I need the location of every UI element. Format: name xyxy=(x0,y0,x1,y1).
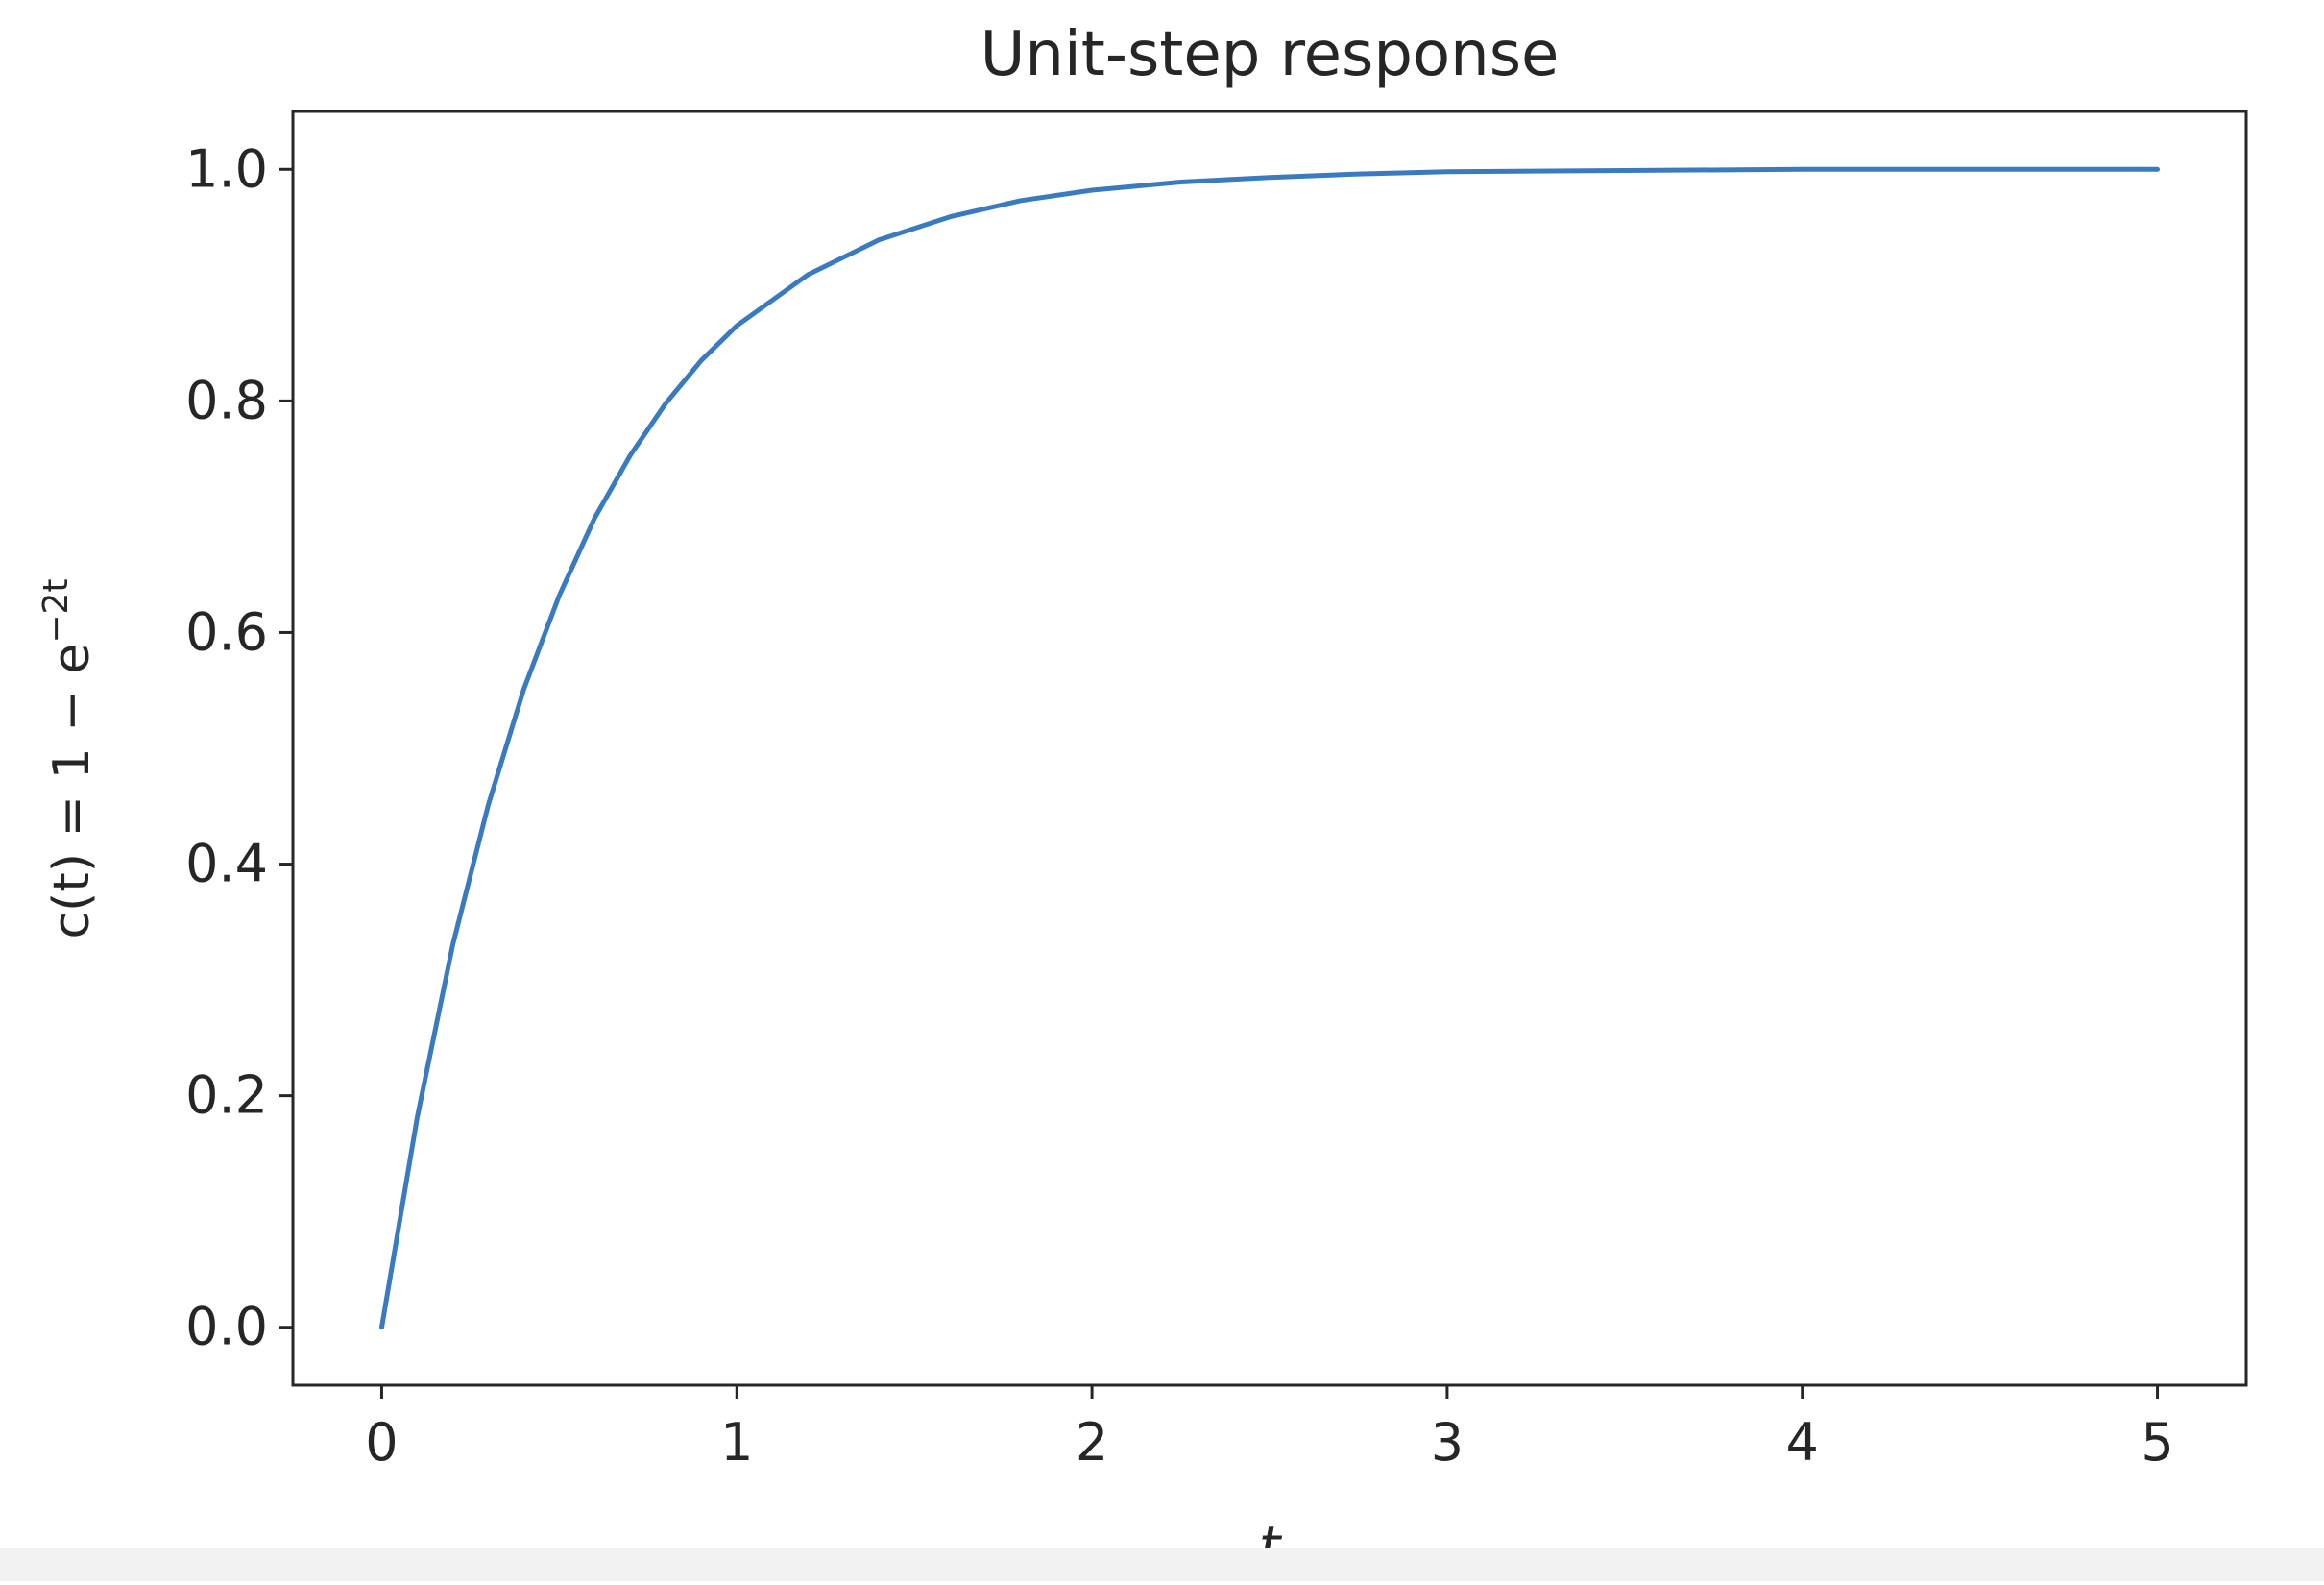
y-axis-label-superscript: −2t xyxy=(36,578,76,643)
y-tick-label: 0.4 xyxy=(185,834,268,894)
x-tick-label: 4 xyxy=(1786,1412,1819,1473)
x-tick-label: 2 xyxy=(1076,1412,1108,1473)
y-axis-label: c(t) = 1 − e−2t xyxy=(36,578,101,939)
y-tick-label: 0.0 xyxy=(185,1297,268,1357)
y-axis-label-base: c(t) = 1 − e xyxy=(43,644,101,939)
x-axis-ticks: 0 1 2 3 4 5 xyxy=(365,1385,2174,1473)
x-tick-label: 5 xyxy=(2141,1412,2173,1473)
x-tick-label: 0 xyxy=(365,1412,398,1473)
x-tick-label: 3 xyxy=(1431,1412,1464,1473)
y-tick-label: 0.6 xyxy=(185,601,268,662)
x-tick-label: 1 xyxy=(720,1412,753,1473)
y-tick-label: 0.8 xyxy=(185,370,268,430)
bottom-strip xyxy=(0,1548,2324,1581)
y-tick-label: 1.0 xyxy=(185,138,268,199)
y-axis-ticks: 0.0 0.2 0.4 0.6 0.8 1.0 xyxy=(185,138,293,1357)
y-tick-label: 0.2 xyxy=(185,1065,268,1126)
plot-area xyxy=(291,110,2248,1387)
series-line xyxy=(379,166,2160,1330)
chart-title: Unit-step response xyxy=(980,19,1560,90)
series-layer xyxy=(379,166,2160,1330)
